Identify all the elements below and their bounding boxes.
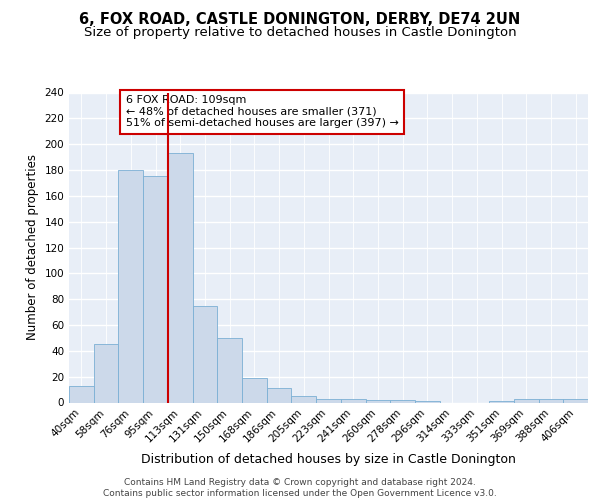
Bar	[292, 396, 316, 402]
Text: 6 FOX ROAD: 109sqm
← 48% of detached houses are smaller (371)
51% of semi-detach: 6 FOX ROAD: 109sqm ← 48% of detached hou…	[126, 95, 399, 128]
Text: Contains HM Land Registry data © Crown copyright and database right 2024.
Contai: Contains HM Land Registry data © Crown c…	[103, 478, 497, 498]
Bar	[415, 401, 440, 402]
Y-axis label: Number of detached properties: Number of detached properties	[26, 154, 39, 340]
Bar	[69, 386, 94, 402]
Bar	[489, 401, 514, 402]
Bar	[242, 378, 267, 402]
Bar	[390, 400, 415, 402]
Bar	[94, 344, 118, 403]
Bar	[341, 398, 365, 402]
Bar	[316, 398, 341, 402]
Bar	[118, 170, 143, 402]
Bar	[563, 398, 588, 402]
X-axis label: Distribution of detached houses by size in Castle Donington: Distribution of detached houses by size …	[141, 452, 516, 466]
Bar	[267, 388, 292, 402]
Text: Size of property relative to detached houses in Castle Donington: Size of property relative to detached ho…	[83, 26, 517, 39]
Bar	[193, 306, 217, 402]
Text: 6, FOX ROAD, CASTLE DONINGTON, DERBY, DE74 2UN: 6, FOX ROAD, CASTLE DONINGTON, DERBY, DE…	[79, 12, 521, 28]
Bar	[539, 398, 563, 402]
Bar	[514, 398, 539, 402]
Bar	[143, 176, 168, 402]
Bar	[217, 338, 242, 402]
Bar	[168, 153, 193, 402]
Bar	[365, 400, 390, 402]
